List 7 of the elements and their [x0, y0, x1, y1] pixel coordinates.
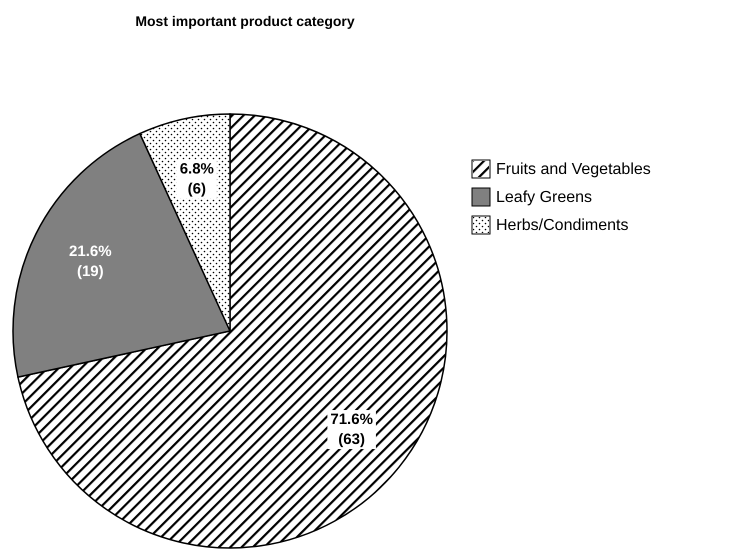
legend-label: Fruits and Vegetables [496, 161, 651, 178]
chart-title: Most important product category [135, 13, 355, 29]
data-label: 6.8% (6) [180, 160, 214, 198]
data-label: 21.6% (19) [69, 243, 112, 280]
legend-label: Leafy Greens [496, 189, 592, 206]
legend-label: Herbs/Condiments [496, 217, 628, 234]
data-label: 71.6% (63) [330, 411, 373, 448]
